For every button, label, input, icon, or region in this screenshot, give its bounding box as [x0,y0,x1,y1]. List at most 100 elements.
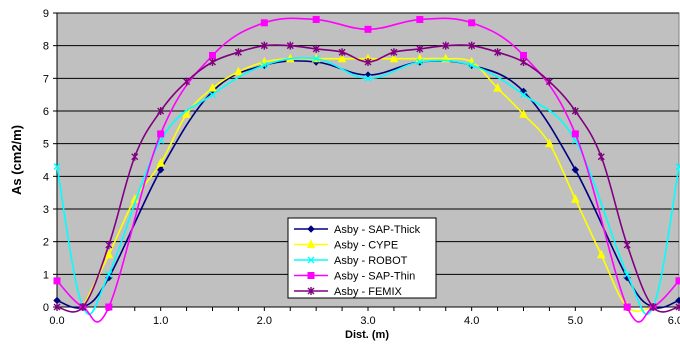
data-point [623,240,631,249]
axes: 0 1 2 3 4 5 6 7 8 9 0.0 1.0 2.0 3.0 4.0 5.0 6.0 [43,8,680,327]
data-point [571,107,579,115]
data-point [260,19,268,27]
legend-box [287,217,437,299]
data-point [571,194,580,203]
data-point [79,303,87,311]
data-point [389,53,399,63]
legend-label: Asby - CYPE [334,240,398,252]
y-tick-label: 5 [43,139,49,151]
data-point [234,48,242,57]
legend: Asby - SAP-Thick Asby - CYPE Asby - ROBOT A… [287,217,437,299]
x-tick-label: 4.0 [464,315,479,327]
data-point [307,272,315,279]
data-point [468,19,476,27]
data-point [675,303,680,311]
data-point [520,58,527,66]
x-tick-label: 2.0 [257,315,272,327]
y-tick-label: 7 [43,73,49,85]
data-point [519,109,528,118]
x-tick-label: 3.0 [360,315,375,327]
data-point [675,163,680,171]
y-tick-label: 4 [43,171,49,183]
data-point [53,163,61,171]
data-point [493,83,502,92]
data-point [416,44,424,53]
x-axis-title: Dist. (m) [345,329,389,341]
data-point [209,58,216,66]
data-point [520,91,527,99]
data-point [312,55,320,63]
data-point [416,58,424,66]
data-point [649,303,657,311]
x-tick-label: 1.0 [153,315,168,327]
data-point [209,91,216,99]
x-tick-label: 6.0 [668,315,680,327]
data-point [105,240,113,249]
y-axis-title: As (cm2/m) [9,125,24,195]
data-point [209,51,216,59]
legend-label: Asby - SAP-Thick [334,224,421,236]
data-point [390,48,398,57]
data-point [157,107,165,115]
legend-label: Asby - SAP-Thin [334,271,415,283]
data-point [260,61,268,69]
data-point [53,303,61,311]
data-point [364,74,372,82]
data-point [306,239,316,248]
y-tick-label: 6 [43,106,49,118]
legend-label: Asby - ROBOT [334,255,408,267]
data-point [104,249,114,259]
data-point [338,48,346,57]
data-point [416,16,424,24]
data-point [545,138,554,148]
y-tick-label: 8 [43,41,49,53]
data-point [597,152,605,161]
y-tick-label: 2 [43,237,49,249]
legend-label: Asby - FEMIX [334,286,403,298]
x-tick-label: 5.0 [568,315,583,327]
data-point [545,77,553,86]
data-point [364,58,372,66]
series-asterisk [53,41,680,313]
data-point [468,41,476,50]
data-point [623,270,631,278]
series-x [53,55,680,315]
data-point [494,48,502,57]
data-point [312,16,320,24]
data-point [307,256,315,264]
data-point [53,277,61,285]
data-point [307,287,315,295]
data-point [105,303,113,311]
data-point [156,166,165,174]
data-point [234,66,243,76]
data-point [307,225,315,233]
y-tick-label: 3 [43,204,49,216]
series-group [53,16,680,323]
data-point [156,158,165,167]
y-tick-label: 0 [43,302,49,314]
data-point [675,277,680,285]
data-point [468,61,476,69]
data-point [105,270,113,278]
y-tick-label: 9 [43,8,49,20]
data-point [623,303,631,311]
data-point [571,130,579,138]
data-point [312,44,320,53]
data-point [260,41,268,50]
data-point [131,152,139,161]
data-point [364,25,372,33]
data-point [442,41,450,50]
data-point [337,53,347,63]
data-point [571,166,580,174]
series-square [53,16,680,323]
data-point [520,51,527,59]
data-point [208,83,217,92]
x-tick-label: 0.0 [49,315,64,327]
data-point [286,41,294,50]
data-point [183,77,191,86]
y-tick-label: 1 [43,269,49,281]
data-point [596,249,606,259]
data-point [157,130,165,138]
